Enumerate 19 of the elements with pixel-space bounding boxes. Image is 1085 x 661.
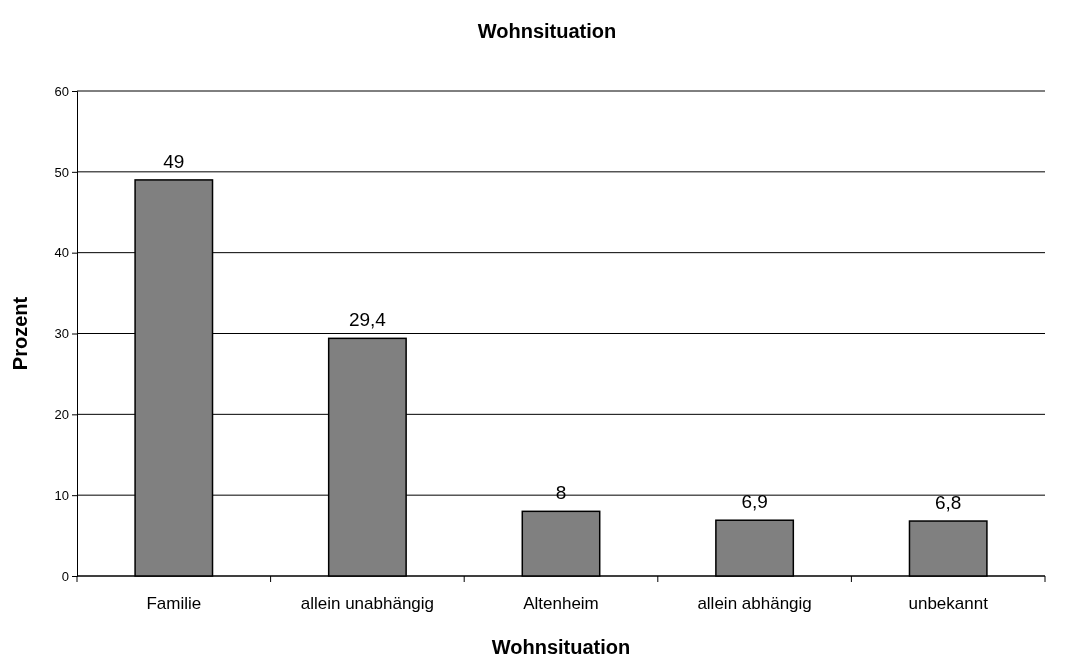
- data-label: 6,9: [741, 491, 768, 513]
- chart-title: Wohnsituation: [477, 20, 617, 42]
- y-axis-title: Prozent: [9, 296, 31, 371]
- x-tick-label: allein abhängig: [697, 594, 812, 613]
- y-tick-label: 30: [54, 326, 69, 342]
- y-tick-label: 40: [54, 245, 69, 261]
- x-tick-label: Altenheim: [523, 594, 599, 613]
- data-label: 6,8: [934, 492, 962, 514]
- y-tick-label: 50: [54, 164, 69, 180]
- y-tick-label: 0: [61, 568, 69, 584]
- y-tick-label: 60: [54, 83, 69, 99]
- x-tick-label: Familie: [146, 594, 202, 613]
- x-tick-label: unbekannt: [908, 594, 989, 613]
- x-axis-title: Wohnsituation: [491, 636, 631, 658]
- y-tick-label: 20: [54, 406, 69, 422]
- x-tick-label: allein unabhängig: [300, 594, 435, 613]
- y-tick-label: 10: [54, 487, 69, 503]
- data-label: 29,4: [348, 309, 387, 331]
- data-label: 49: [163, 150, 185, 172]
